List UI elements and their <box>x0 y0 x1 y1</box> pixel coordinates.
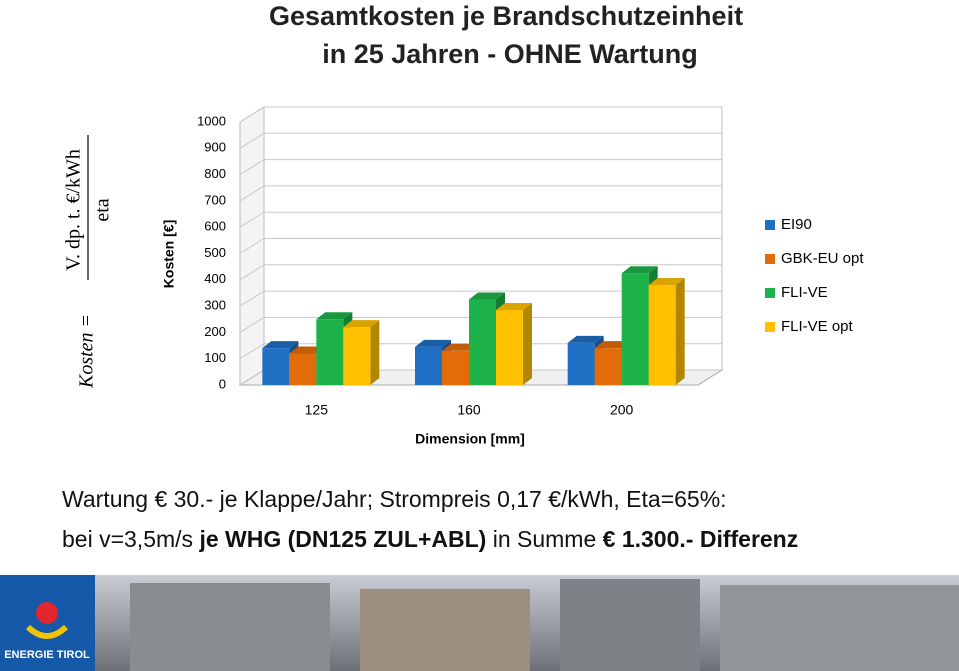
formula-numerator: V. dp. t. €/kWh <box>63 149 85 271</box>
grid-line <box>239 132 722 149</box>
y-tick-label: 900 <box>204 140 226 155</box>
x-tick-label: 160 <box>457 402 481 418</box>
bar-front <box>648 285 676 385</box>
bar-front <box>496 310 523 385</box>
x-axis-label: Dimension [mm] <box>415 431 525 447</box>
y-tick-label: 600 <box>204 219 226 234</box>
y-tick-label: 0 <box>219 376 226 391</box>
note-part: in Summe <box>486 526 603 552</box>
grid-segment <box>239 159 722 176</box>
grid-segment <box>239 185 722 202</box>
legend-label: FLI-VE opt <box>781 318 854 335</box>
chart: Gesamtkosten je Brandschutzeinheit in 25… <box>63 1 865 447</box>
grid-line <box>239 316 722 333</box>
grid-line <box>239 159 722 176</box>
y-axis-label: Kosten [€] <box>161 220 177 288</box>
building <box>560 579 700 671</box>
building <box>130 583 330 671</box>
grid-line <box>239 211 722 228</box>
note-part: € 1.300.- Differenz <box>602 526 799 552</box>
legend-swatch <box>765 288 775 298</box>
y-tick-label: 200 <box>204 324 226 339</box>
bar-top <box>621 266 658 274</box>
grid-line <box>239 185 722 202</box>
bar-front <box>343 327 371 385</box>
y-tick-label: 800 <box>204 166 226 181</box>
formula-denominator: eta <box>92 198 114 221</box>
grid-line <box>239 264 722 281</box>
logo-text: ENERGIE TIROL <box>4 649 90 661</box>
legend-label: GBK-EU opt <box>781 250 864 267</box>
formula-lhs: Kosten = <box>76 314 98 389</box>
note-part: je WHG (DN125 ZUL+ABL) <box>199 526 487 552</box>
bar-top <box>496 303 532 311</box>
y-tick-label: 700 <box>204 192 226 207</box>
bar-front <box>469 299 496 385</box>
building <box>360 589 530 671</box>
bar-front <box>594 348 622 385</box>
legend-swatch <box>765 322 775 332</box>
grid-segment <box>239 316 722 333</box>
grid-line <box>239 106 722 123</box>
bar-front <box>316 319 344 385</box>
logo-dot <box>36 602 58 624</box>
bar-side <box>370 320 380 385</box>
note-part: bei v=3,5m/s <box>62 526 200 552</box>
bar-top <box>567 335 604 343</box>
grid-segment <box>239 106 722 123</box>
grid-line <box>239 238 722 254</box>
bar-front <box>415 346 442 385</box>
bar-top <box>343 320 380 328</box>
x-tick-label: 125 <box>305 402 329 418</box>
grid-segment <box>239 238 722 254</box>
note: bei v=3,5m/s je WHG (DN125 ZUL+ABL) in S… <box>62 526 798 553</box>
bar-front <box>567 342 595 385</box>
bar-top <box>648 278 685 286</box>
y-tick-label: 500 <box>204 245 226 260</box>
bar-top <box>316 312 353 320</box>
x-tick-label: 200 <box>610 402 634 418</box>
bar-top <box>469 292 505 300</box>
footer-banner: ENERGIE TIROL <box>0 575 959 671</box>
bar-front <box>442 350 469 385</box>
bar-top <box>415 339 451 347</box>
legend-swatch <box>765 254 775 264</box>
building <box>720 585 959 671</box>
legend-label: FLI-VE <box>781 284 828 301</box>
bar-front <box>262 348 290 385</box>
y-tick-label: 1000 <box>197 113 226 128</box>
chart-title: Gesamtkosten je Brandschutzeinheit <box>269 1 743 31</box>
bar <box>648 278 685 385</box>
bar-side <box>675 278 685 385</box>
note: Wartung € 30.- je Klappe/Jahr; Stromprei… <box>62 486 727 512</box>
grid-segment <box>239 264 722 281</box>
bar-front <box>621 273 649 385</box>
grid-line <box>239 290 722 307</box>
bar <box>343 320 380 385</box>
bar-top <box>262 341 299 349</box>
chart-title: in 25 Jahren - OHNE Wartung <box>322 39 698 69</box>
bar <box>496 303 532 385</box>
bar-front <box>289 353 317 385</box>
grid-segment <box>239 211 722 228</box>
y-tick-label: 300 <box>204 298 226 313</box>
grid-segment <box>239 132 722 149</box>
formula: Kosten = V. dp. t. €/kWh eta <box>63 135 114 389</box>
legend-label: EI90 <box>781 216 812 233</box>
logo-arc <box>25 624 69 639</box>
y-tick-label: 100 <box>204 350 226 365</box>
y-tick-label: 400 <box>204 271 226 286</box>
legend-swatch <box>765 220 775 230</box>
grid-segment <box>239 290 722 307</box>
bar-side <box>523 303 532 385</box>
